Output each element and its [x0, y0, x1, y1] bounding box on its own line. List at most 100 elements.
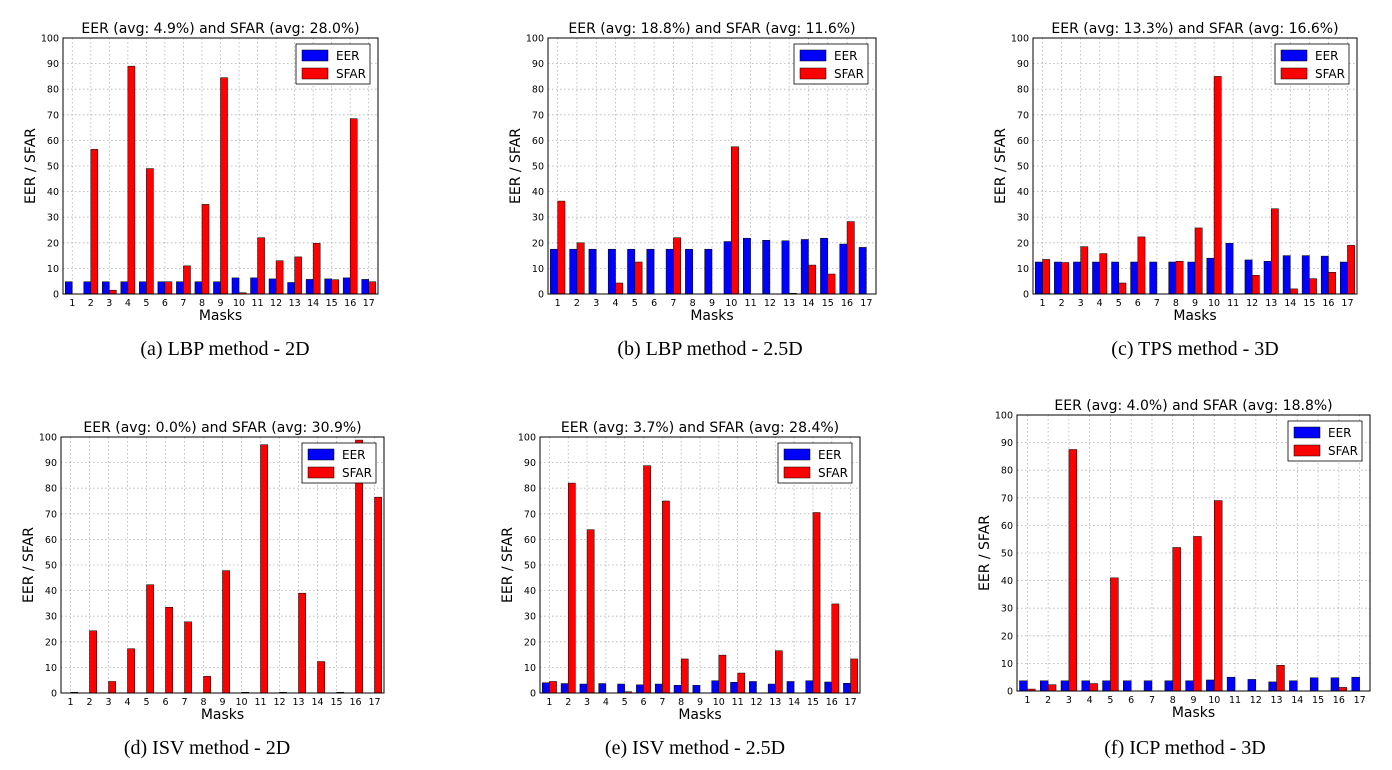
x-tick-label: 16 — [1333, 695, 1345, 706]
bar-sfar-7 — [673, 237, 681, 295]
y-tick-label: 100 — [39, 433, 57, 444]
bar-eer-14 — [1289, 680, 1298, 692]
bar-eer-16 — [1320, 255, 1329, 295]
bar-sfar-1 — [1042, 259, 1051, 295]
bar-sfar-1 — [557, 200, 566, 295]
bar-eer-8 — [673, 685, 682, 694]
x-tick-label: 14 — [307, 298, 319, 309]
x-tick-label: 17 — [1341, 298, 1353, 309]
x-tick-label: 10 — [235, 697, 247, 708]
bar-sfar-5 — [1110, 577, 1119, 692]
bar-eer-10 — [231, 277, 240, 295]
y-tick-label: 10 — [1017, 264, 1029, 275]
y-tick-label: 80 — [45, 484, 57, 495]
y-tick-label: 50 — [524, 561, 536, 572]
x-tick-label: 13 — [1271, 695, 1283, 706]
bar-eer-11 — [1226, 676, 1236, 692]
plot-frame — [547, 37, 877, 295]
x-tick-label: 11 — [1229, 695, 1241, 706]
bar-eer-5 — [139, 281, 147, 295]
bar-sfar-3 — [1068, 449, 1078, 692]
bar-eer-12 — [1244, 259, 1253, 295]
bar-eer-15 — [324, 278, 332, 295]
bar-eer-3 — [579, 683, 588, 694]
bar-sfar-17 — [850, 658, 858, 694]
bar-eer-15 — [1309, 677, 1319, 692]
x-tick-label: 9 — [1192, 298, 1198, 309]
y-tick-label: 70 — [1001, 493, 1013, 504]
panel-f-caption: (f) ICP method - 3D — [1104, 737, 1266, 759]
x-tick-label: 17 — [845, 697, 857, 708]
bar-sfar-14 — [808, 264, 817, 295]
bar-sfar-4 — [127, 648, 135, 694]
bar-eer-3 — [1073, 261, 1081, 295]
bar-eer-1 — [542, 682, 550, 694]
x-tick-label: 6 — [651, 298, 657, 309]
x-tick-label: 13 — [289, 298, 301, 309]
y-tick-label: 0 — [1023, 290, 1029, 301]
y-tick-label: 20 — [45, 637, 57, 648]
bar-eer-11 — [250, 277, 258, 295]
bar-eer-6 — [636, 684, 644, 694]
bar-eer-1 — [64, 281, 73, 295]
y-tick-label: 0 — [1007, 687, 1013, 698]
bar-sfar-1 — [549, 681, 557, 694]
plot-frame — [60, 436, 385, 694]
bar-eer-6 — [1130, 261, 1139, 295]
y-tick-label: 40 — [45, 586, 57, 597]
bar-eer-7 — [665, 248, 674, 295]
x-tick-label: 8 — [678, 697, 684, 708]
x-tick-label: 15 — [326, 298, 338, 309]
x-axis-label: Masks — [199, 308, 242, 324]
chart-title: EER (avg: 4.9%) and SFAR (avg: 28.0%) — [81, 21, 359, 37]
bar-eer-5 — [627, 248, 636, 295]
legend-label-eer: EER — [834, 49, 858, 63]
x-tick-label: 11 — [252, 298, 264, 309]
x-tick-label: 11 — [254, 697, 266, 708]
y-tick-label: 20 — [524, 637, 536, 648]
y-axis-label: EER / SFAR — [508, 128, 524, 204]
chart-title: EER (avg: 18.8%) and SFAR (avg: 11.6%) — [568, 21, 855, 37]
bar-eer-16 — [824, 681, 833, 694]
y-tick-label: 40 — [1017, 187, 1029, 198]
y-axis-label: EER / SFAR — [23, 128, 39, 204]
x-tick-label: 16 — [344, 298, 356, 309]
x-tick-label: 5 — [1116, 298, 1122, 309]
bar-eer-8 — [194, 281, 203, 295]
bar-sfar-7 — [183, 265, 191, 295]
x-tick-label: 1 — [1024, 695, 1030, 706]
bar-eer-7 — [1143, 680, 1153, 692]
bar-sfar-17 — [1347, 245, 1355, 295]
bar-eer-12 — [268, 278, 277, 295]
x-tick-label: 15 — [330, 697, 342, 708]
legend: EER SFAR — [793, 43, 869, 85]
bar-sfar-13 — [1270, 208, 1279, 295]
bar-eer-5 — [617, 683, 625, 694]
bar-sfar-9 — [220, 77, 228, 295]
x-axis-label: Masks — [1173, 308, 1216, 324]
bar-sfar-5 — [1118, 282, 1127, 295]
x-tick-label: 4 — [603, 697, 609, 708]
legend-swatch-sfar — [1293, 444, 1321, 457]
y-tick-label: 0 — [51, 689, 57, 700]
legend-label-sfar: SFAR — [342, 466, 372, 480]
legend-swatch-sfar — [307, 466, 335, 479]
y-tick-label: 80 — [47, 85, 59, 96]
x-tick-label: 16 — [349, 697, 361, 708]
y-tick-label: 0 — [530, 689, 536, 700]
bar-eer-2 — [83, 281, 92, 295]
x-tick-label: 7 — [659, 697, 665, 708]
bar-sfar-16 — [349, 118, 358, 295]
bar-eer-3 — [588, 248, 597, 295]
y-tick-label: 60 — [532, 136, 544, 147]
bar-sfar-4 — [1089, 683, 1098, 692]
y-tick-label: 90 — [532, 59, 544, 70]
bar-eer-13 — [1268, 681, 1277, 692]
x-tick-label: 14 — [788, 697, 800, 708]
chart-title: EER (avg: 3.7%) and SFAR (avg: 28.4%) — [561, 420, 839, 436]
y-tick-label: 70 — [47, 110, 59, 121]
x-tick-label: 10 — [1208, 695, 1220, 706]
panel-c-caption: (c) TPS method - 3D — [1111, 338, 1279, 360]
